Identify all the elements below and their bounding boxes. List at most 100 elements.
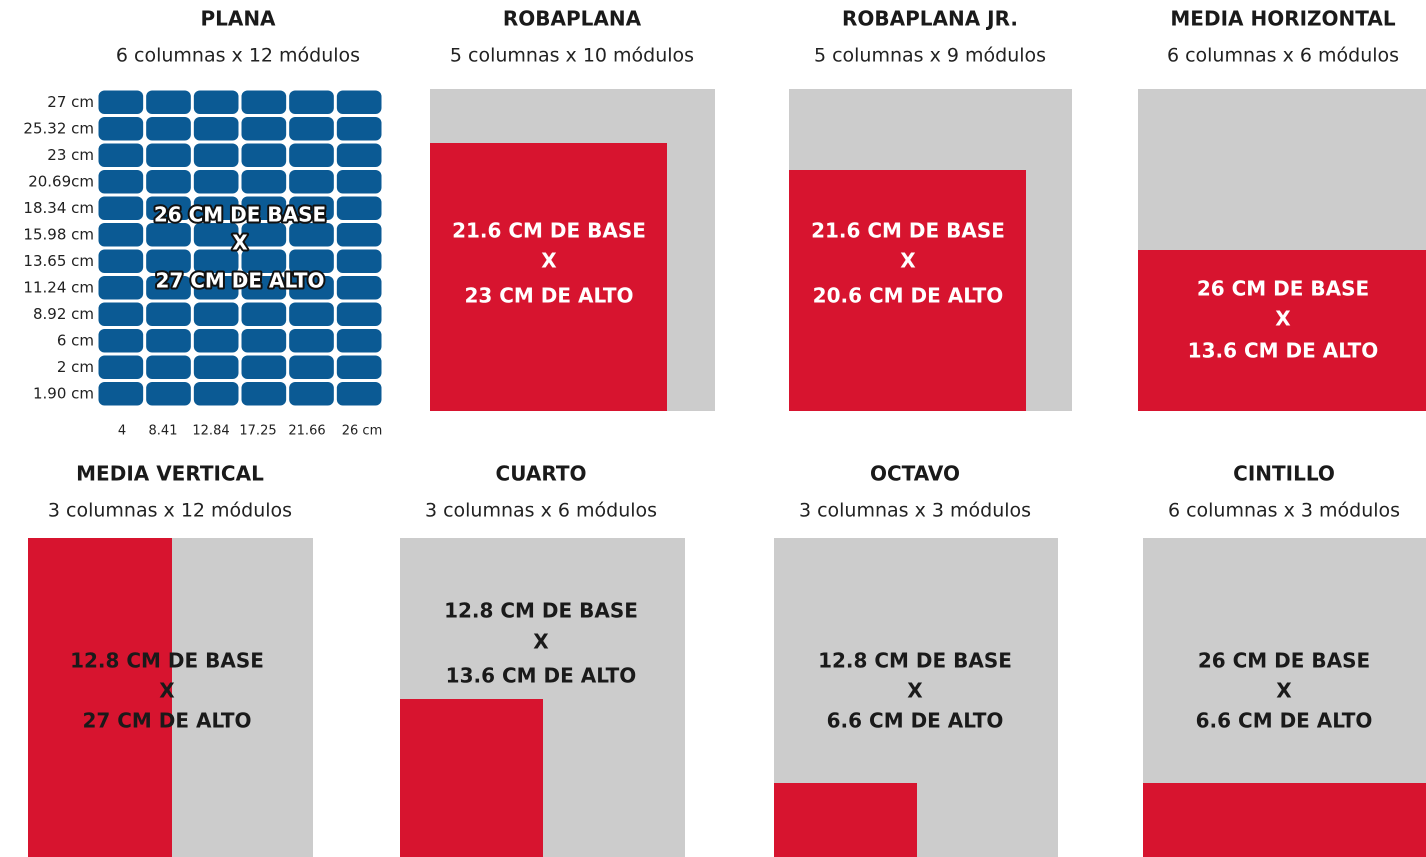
size-text: 12.8 CM DE BASE [818, 649, 1012, 673]
size-text: X [1276, 679, 1292, 703]
grid-module [98, 249, 144, 273]
size-text: 26 CM DE BASE [1197, 277, 1369, 301]
grid-module [336, 117, 382, 141]
panel-subtitle: 3 columnas x 3 módulos [799, 500, 1031, 522]
row-label: 20.69cm [28, 172, 94, 190]
grid-module [241, 355, 287, 379]
panel-title: CINTILLO [1233, 462, 1335, 486]
grid-module [146, 329, 191, 353]
grid-module [146, 143, 191, 167]
size-text: 12.8 CM DE BASE [444, 599, 638, 623]
panel-subtitle: 3 columnas x 6 módulos [425, 500, 657, 522]
grid-module [98, 196, 144, 220]
row-label: 18.34 cm [23, 199, 94, 217]
panel-subtitle: 5 columnas x 9 módulos [814, 45, 1046, 67]
row-label: 13.65 cm [23, 252, 94, 270]
size-text: 21.6 CM DE BASE [811, 219, 1005, 243]
ad-area [28, 538, 172, 857]
grid-module [193, 143, 239, 167]
size-text: 26 CM DE BASE [1198, 649, 1370, 673]
size-text: 13.6 CM DE ALTO [446, 664, 637, 688]
grid-module [241, 143, 287, 167]
size-text: X [900, 249, 916, 273]
grid-module [146, 302, 191, 326]
grid-module [193, 355, 239, 379]
panel-title: CUARTO [496, 462, 587, 486]
grid-module [241, 382, 287, 406]
grid-module [241, 196, 287, 220]
size-text: X [159, 679, 175, 703]
grid-module [289, 276, 334, 300]
grid-module [193, 276, 239, 300]
grid-module [241, 170, 287, 194]
grid-module [146, 223, 191, 247]
size-text: 27 CM DE ALTO [155, 269, 324, 293]
grid-module [289, 170, 334, 194]
grid-module [336, 223, 382, 247]
grid-module [289, 90, 334, 114]
size-text: 6.6 CM DE ALTO [1196, 709, 1373, 733]
column-label: 8.41 [149, 424, 178, 439]
grid-module [241, 276, 287, 300]
grid-module [98, 355, 144, 379]
panel-title: ROBAPLANA [503, 7, 642, 31]
row-label: 1.90 cm [33, 384, 94, 402]
grid-module [241, 329, 287, 353]
size-text: X [533, 630, 549, 654]
grid-module [146, 249, 191, 273]
grid-module [336, 170, 382, 194]
grid-module [336, 329, 382, 353]
grid-module [193, 196, 239, 220]
size-text: 23 CM DE ALTO [464, 284, 633, 308]
grid-module [336, 276, 382, 300]
grid-module [98, 170, 144, 194]
grid-module [336, 382, 382, 406]
ad-area [789, 170, 1026, 411]
row-label: 27 cm [47, 93, 94, 111]
column-label: 4 [118, 424, 126, 439]
row-label: 8.92 cm [33, 305, 94, 323]
grid-module [98, 90, 144, 114]
grid-module [193, 90, 239, 114]
ad-area [1143, 783, 1426, 857]
size-text: 12.8 CM DE BASE [70, 649, 264, 673]
grid-module [193, 223, 239, 247]
grid-module [289, 302, 334, 326]
ad-area [1138, 250, 1426, 411]
row-label: 23 cm [47, 146, 94, 164]
grid-module [289, 117, 334, 141]
size-text: 13.6 CM DE ALTO [1188, 339, 1379, 363]
row-label: 11.24 cm [23, 278, 94, 296]
grid-module [193, 117, 239, 141]
column-label: 26 cm [342, 424, 383, 439]
row-label: 6 cm [57, 331, 94, 349]
grid-module [241, 302, 287, 326]
column-label: 17.25 [239, 424, 276, 439]
panel-subtitle: 5 columnas x 10 módulos [450, 45, 694, 67]
grid-module [146, 382, 191, 406]
grid-module [146, 90, 191, 114]
grid-module [289, 196, 334, 220]
grid-module [146, 355, 191, 379]
row-label: 25.32 cm [23, 119, 94, 137]
panel-subtitle: 6 columnas x 6 módulos [1167, 45, 1399, 67]
ad-area [430, 143, 667, 411]
grid-module [98, 117, 144, 141]
grid-module [146, 196, 191, 220]
panel-title: OCTAVO [870, 462, 960, 486]
grid-module [98, 143, 144, 167]
grid-module [289, 143, 334, 167]
grid-module [241, 223, 287, 247]
size-text: 21.6 CM DE BASE [452, 219, 646, 243]
size-text: X [232, 231, 248, 255]
grid-module [146, 170, 191, 194]
row-label: 15.98 cm [23, 225, 94, 243]
grid-module [193, 170, 239, 194]
grid-module [241, 90, 287, 114]
grid-module [98, 382, 144, 406]
grid-module [193, 249, 239, 273]
panel-title: MEDIA VERTICAL [76, 462, 264, 486]
grid-module [98, 302, 144, 326]
size-text: 26 CM DE BASE [154, 203, 326, 227]
